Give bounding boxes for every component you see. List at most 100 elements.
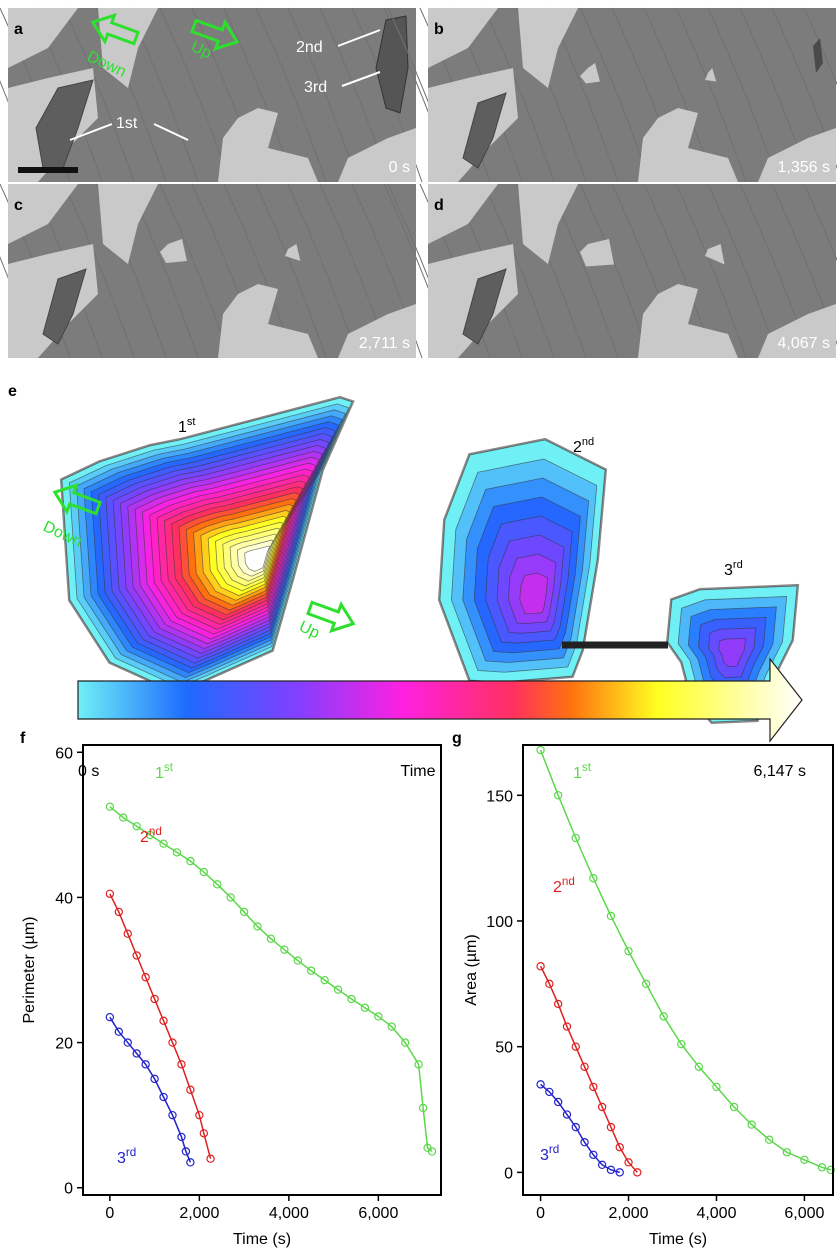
- grain: [462, 92, 507, 169]
- series-label-sup: st: [582, 761, 592, 774]
- data-point: [580, 1062, 589, 1071]
- data-point: [159, 1092, 168, 1102]
- data-point: [553, 791, 563, 800]
- data-point: [747, 1120, 756, 1129]
- timestamp: 1,356 s: [778, 159, 830, 176]
- data-point: [177, 1060, 186, 1069]
- substrate: [758, 128, 836, 182]
- timestamp: 4,067 s: [778, 335, 830, 352]
- pointer: [69, 123, 113, 141]
- contour: [244, 545, 271, 572]
- hole: [705, 244, 725, 265]
- data-point: [401, 1038, 410, 1047]
- data-point: [589, 874, 598, 883]
- data-point: [536, 745, 545, 755]
- data-point: [536, 1080, 545, 1089]
- data-point: [186, 856, 195, 866]
- y-axis-label: Perimeter (µm): [21, 917, 38, 1024]
- colorbar-label: 0 s: [78, 763, 99, 780]
- data-point: [213, 880, 222, 889]
- step-line: [803, 183, 837, 262]
- micrograph: b 1,356 s: [387, 7, 837, 183]
- grain-label-sup: rd: [733, 559, 743, 571]
- data-point: [186, 1085, 195, 1094]
- series-label-base: 1: [573, 765, 582, 782]
- grain: [462, 268, 507, 345]
- data-point: [150, 1074, 159, 1084]
- data-point: [545, 1087, 554, 1097]
- data-point: [817, 1163, 827, 1172]
- series-label: 3rd: [540, 1143, 559, 1164]
- timestamp: 0 s: [389, 159, 410, 176]
- hole: [285, 244, 301, 261]
- y-tick-label: 0: [504, 1165, 513, 1182]
- data-point: [177, 1132, 186, 1142]
- substrate: [218, 284, 318, 358]
- data-point: [199, 1129, 209, 1138]
- grain-label-base: 3: [724, 562, 733, 579]
- series-label: 1st: [155, 761, 174, 782]
- data-point: [320, 975, 329, 985]
- direction-arrow: [190, 18, 240, 52]
- grain-label: 3rd: [724, 559, 743, 579]
- data-point: [712, 1082, 721, 1092]
- data-point: [168, 1038, 177, 1047]
- data-point: [141, 973, 150, 982]
- series-label-base: 2: [553, 879, 562, 896]
- data-point: [132, 951, 141, 960]
- data-point: [800, 1155, 809, 1165]
- substrate: [98, 8, 158, 88]
- x-axis-label: Time (s): [649, 1231, 707, 1248]
- step-line: [63, 183, 135, 359]
- data-point: [589, 1082, 598, 1092]
- data-point: [606, 1165, 616, 1175]
- data-point: [141, 1060, 150, 1069]
- data-point: [418, 1103, 428, 1113]
- step-line: [675, 183, 747, 359]
- data-point: [571, 1122, 580, 1132]
- data-point: [562, 1022, 572, 1031]
- grain-label: 2nd: [573, 436, 594, 456]
- data-point: [633, 1168, 642, 1177]
- data-point: [159, 839, 168, 848]
- step-line: [483, 183, 555, 359]
- data-point: [226, 893, 235, 902]
- fit-line: [109, 1016, 192, 1163]
- substrate: [518, 184, 578, 264]
- grain-label-base: 2: [573, 439, 582, 456]
- substrate: [338, 128, 416, 182]
- x-tick-label: 0: [105, 1205, 114, 1222]
- data-point: [145, 830, 155, 840]
- step-line: [675, 7, 747, 183]
- data-point: [150, 994, 159, 1004]
- grain-label-sup: nd: [582, 436, 594, 448]
- data-point: [195, 1110, 204, 1120]
- grain-label: 1st: [178, 416, 196, 436]
- x-axis-label: Time (s): [233, 1231, 291, 1248]
- data-point: [114, 1027, 124, 1036]
- micrograph: a 0 s: [0, 7, 455, 183]
- micrograph: d 4,067 s: [387, 183, 837, 359]
- data-point: [580, 1138, 589, 1147]
- data-point: [181, 1147, 191, 1156]
- data-point: [186, 1158, 195, 1167]
- data-point: [729, 1102, 739, 1112]
- data-point: [307, 966, 316, 975]
- plot-frame: [82, 744, 442, 1196]
- pointer: [341, 71, 381, 87]
- substrate: [218, 108, 318, 182]
- hole: [580, 63, 600, 84]
- data-point: [553, 999, 563, 1009]
- hole: [160, 239, 187, 263]
- substrate: [758, 304, 836, 358]
- substrate: [638, 108, 738, 182]
- hole: [580, 239, 614, 267]
- data-point: [105, 802, 115, 811]
- fit-line: [539, 749, 832, 1171]
- pointer: [337, 29, 381, 47]
- plot-frame: [522, 744, 834, 1196]
- step-line: [483, 7, 555, 183]
- data-point: [159, 1016, 168, 1026]
- data-point: [545, 979, 554, 989]
- data-point: [293, 956, 302, 965]
